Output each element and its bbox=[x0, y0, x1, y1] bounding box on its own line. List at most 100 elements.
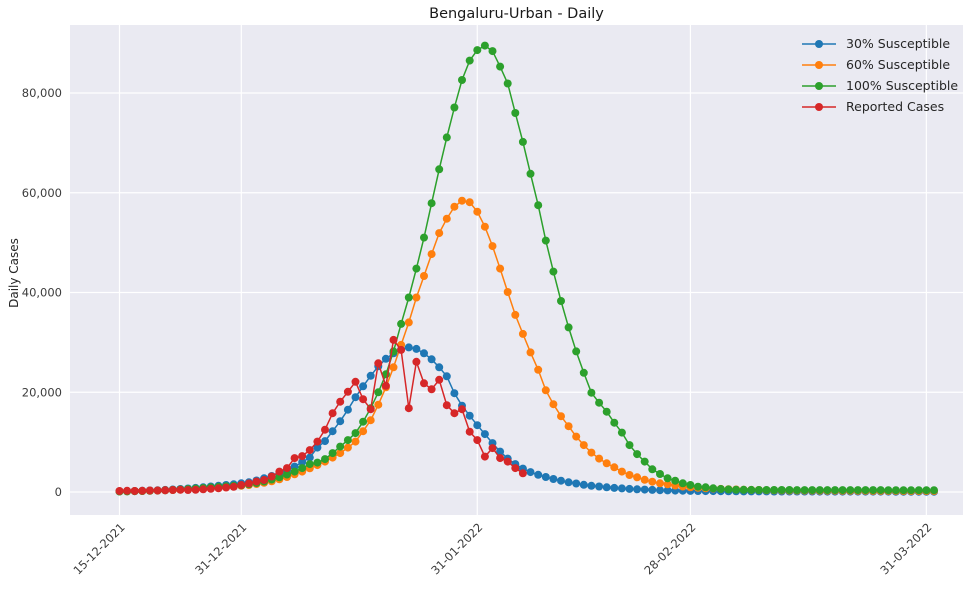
y-tick-label: 60,000 bbox=[22, 186, 62, 200]
data-point bbox=[549, 400, 558, 409]
data-point bbox=[557, 297, 565, 305]
data-point bbox=[359, 395, 368, 404]
data-point bbox=[374, 359, 383, 368]
data-point bbox=[313, 437, 322, 446]
data-point bbox=[465, 56, 474, 65]
data-point bbox=[381, 354, 390, 363]
data-point bbox=[328, 409, 337, 418]
data-point bbox=[579, 368, 588, 377]
data-point bbox=[305, 446, 314, 455]
data-point bbox=[709, 484, 718, 493]
data-point bbox=[427, 385, 436, 394]
data-point bbox=[442, 214, 451, 223]
data-point bbox=[442, 401, 451, 410]
data-point bbox=[420, 233, 428, 242]
data-point bbox=[450, 202, 459, 211]
data-point bbox=[115, 487, 124, 495]
data-point bbox=[891, 486, 900, 495]
x-tick-label: 15-12-2021 bbox=[70, 520, 127, 577]
data-point bbox=[640, 475, 649, 484]
data-point bbox=[853, 486, 862, 495]
legend-label: 60% Susceptible bbox=[846, 57, 951, 72]
data-point bbox=[404, 318, 413, 327]
data-point bbox=[214, 484, 223, 493]
data-point bbox=[625, 484, 634, 493]
data-point bbox=[602, 483, 611, 492]
data-point bbox=[633, 473, 642, 482]
legend-line-dot-icon bbox=[802, 39, 836, 48]
data-point bbox=[831, 486, 839, 495]
data-point bbox=[206, 484, 215, 493]
data-point bbox=[244, 479, 253, 488]
data-point bbox=[351, 437, 360, 446]
data-point bbox=[557, 476, 565, 485]
data-point bbox=[359, 417, 368, 426]
data-point bbox=[336, 449, 345, 458]
data-point bbox=[549, 267, 558, 276]
data-point bbox=[579, 441, 588, 450]
data-point bbox=[161, 486, 170, 495]
data-point bbox=[557, 412, 565, 421]
data-point bbox=[572, 432, 581, 441]
x-tick-label: 31-12-2021 bbox=[192, 520, 249, 577]
data-point bbox=[922, 486, 931, 495]
y-tick-label: 40,000 bbox=[22, 286, 62, 300]
data-point bbox=[290, 454, 299, 463]
legend-line-dot-icon bbox=[802, 60, 836, 69]
data-point bbox=[541, 236, 550, 245]
data-point bbox=[899, 486, 908, 495]
data-point bbox=[336, 417, 345, 426]
data-point bbox=[511, 310, 520, 319]
data-point bbox=[914, 486, 923, 495]
data-point bbox=[930, 486, 938, 495]
data-point bbox=[374, 400, 383, 409]
data-point bbox=[595, 482, 604, 491]
data-point bbox=[465, 198, 474, 207]
legend-item-100pct: 100% Susceptible bbox=[800, 75, 958, 96]
data-point bbox=[298, 464, 307, 473]
data-point bbox=[389, 335, 398, 344]
data-point bbox=[503, 79, 512, 88]
data-point bbox=[450, 409, 459, 418]
data-point bbox=[800, 486, 809, 495]
data-point bbox=[420, 272, 428, 280]
data-point bbox=[511, 464, 520, 473]
legend-label: Reported Cases bbox=[846, 99, 945, 114]
data-point bbox=[321, 437, 329, 446]
data-point bbox=[168, 486, 177, 494]
data-point bbox=[427, 250, 436, 259]
data-point bbox=[534, 201, 543, 210]
data-point bbox=[412, 293, 421, 302]
data-point bbox=[518, 469, 527, 478]
data-point bbox=[534, 365, 543, 374]
data-point bbox=[579, 480, 588, 489]
data-point bbox=[564, 478, 573, 487]
data-point bbox=[617, 428, 626, 437]
data-point bbox=[435, 165, 444, 174]
data-point bbox=[648, 477, 657, 486]
data-point bbox=[610, 418, 619, 427]
data-point bbox=[503, 457, 512, 466]
y-tick-label: 0 bbox=[55, 485, 62, 499]
data-point bbox=[138, 486, 147, 495]
data-point bbox=[123, 486, 132, 495]
data-point bbox=[366, 371, 375, 380]
data-point bbox=[298, 458, 307, 467]
data-point bbox=[572, 347, 581, 356]
data-point bbox=[473, 436, 482, 445]
data-point bbox=[587, 481, 596, 490]
data-point bbox=[526, 169, 535, 178]
data-point bbox=[229, 482, 238, 491]
data-point bbox=[389, 363, 398, 372]
data-point bbox=[656, 486, 664, 495]
data-point bbox=[343, 405, 352, 414]
legend-dot bbox=[815, 102, 823, 111]
data-point bbox=[846, 486, 855, 495]
data-point bbox=[907, 486, 916, 495]
data-point bbox=[823, 486, 832, 495]
data-point bbox=[663, 486, 672, 495]
data-point bbox=[404, 293, 413, 302]
data-point bbox=[328, 449, 337, 458]
data-point bbox=[480, 41, 489, 50]
